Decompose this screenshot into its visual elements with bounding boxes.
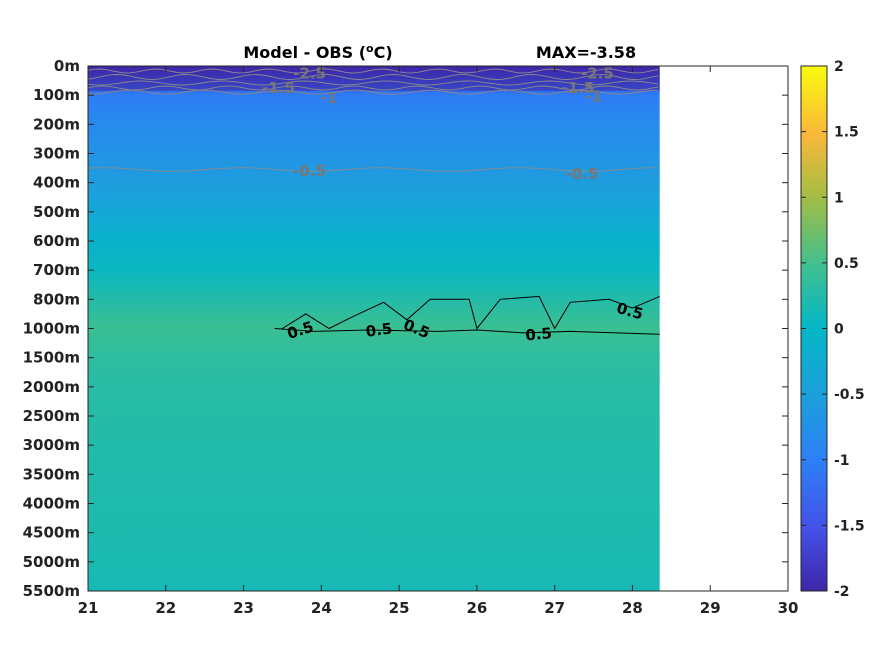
y-tick-label: 4500m xyxy=(23,524,80,542)
y-tick-label: 4000m xyxy=(23,495,80,513)
y-tick-label: 200m xyxy=(33,115,80,133)
contour-line-surface xyxy=(87,89,659,95)
contour-label: -0.5 xyxy=(565,165,598,183)
y-tick-label: 1500m xyxy=(23,349,80,367)
colorbar-tick-label: 1 xyxy=(834,190,844,206)
temperature-difference-field xyxy=(88,66,660,591)
contour-label: -1.5 xyxy=(262,79,295,97)
contour-label: -1 xyxy=(321,89,338,107)
y-tick-label: 2000m xyxy=(23,378,80,396)
y-tick-label: 5500m xyxy=(23,582,80,600)
x-tick-label: 27 xyxy=(544,599,565,617)
y-tick-label: 800m xyxy=(33,290,80,308)
x-tick-label: 21 xyxy=(78,599,99,617)
y-tick-label: 3000m xyxy=(23,436,80,454)
y-tick-label: 0m xyxy=(54,57,80,75)
x-tick-label: 28 xyxy=(622,599,643,617)
plot-area: -2.5-1.5-1-2.5-1.5-1-0.5 -0.50.5 0.5 0.5 0.5… xyxy=(87,64,789,592)
y-tick-label: 500m xyxy=(33,203,80,221)
contour-label: 0.5 xyxy=(525,324,553,344)
colorbar: 2 1.5 1 0.5 0 -0.5 -1 -1.5 -2 xyxy=(800,59,865,600)
y-tick-label: 700m xyxy=(33,261,80,279)
y-tick-label: 100m xyxy=(33,86,80,104)
colorbar-tick-label: 0 xyxy=(834,322,844,338)
contour-line-surface xyxy=(87,85,659,91)
contour-label: -1 xyxy=(585,88,602,106)
contour-line-surface xyxy=(87,74,659,80)
y-tick-label: 300m xyxy=(33,145,80,163)
max-label: MAX=-3.58 xyxy=(536,43,636,62)
colorbar-tick-label: -2 xyxy=(834,584,850,600)
contour-label: -1.5 xyxy=(562,79,595,97)
x-tick-label: 23 xyxy=(233,599,254,617)
chart-title: Model - OBS (oC) xyxy=(243,42,392,62)
y-tick-label: 600m xyxy=(33,232,80,250)
contour-label: -2.5 xyxy=(581,64,614,82)
x-tick-label: 25 xyxy=(389,599,410,617)
x-tick-label: 26 xyxy=(466,599,487,617)
y-axis: 0m 100m 200m 300m 400m 500m 600m 700m 800m 1000m 1… xyxy=(23,57,788,600)
colorbar-tick-label: 0.5 xyxy=(834,256,859,272)
colorbar-tick-label: -1.5 xyxy=(834,518,865,534)
title-text: Model - OBS ( xyxy=(243,43,366,62)
y-tick-label: 2500m xyxy=(23,407,80,425)
colorbar-tick-label: -0.5 xyxy=(834,387,865,403)
y-tick-label: 1000m xyxy=(23,320,80,338)
contour-line-surface xyxy=(87,68,659,74)
title-degree: o xyxy=(366,42,374,55)
contour-line-neg0.5 xyxy=(87,167,659,172)
contour-line-surface xyxy=(87,80,659,86)
contour-label: 0.5 xyxy=(365,319,394,341)
x-tick-label: 22 xyxy=(155,599,176,617)
colorbar-tick-label: 1.5 xyxy=(834,125,859,141)
colorbar-tick-label: 2 xyxy=(834,59,844,75)
contour-line-0.5-lower xyxy=(274,328,660,335)
x-tick-label: 29 xyxy=(700,599,721,617)
x-tick-label: 30 xyxy=(778,599,799,617)
y-tick-label: 400m xyxy=(33,174,80,192)
title-unit: C) xyxy=(374,43,393,62)
contour-label: -0.5 xyxy=(293,162,326,180)
y-tick-label: 3500m xyxy=(23,465,80,483)
contour-label: -2.5 xyxy=(293,64,326,82)
y-tick-label: 5000m xyxy=(23,553,80,571)
x-tick-label: 24 xyxy=(311,599,332,617)
x-axis: 21 22 23 24 25 26 27 28 29 30 xyxy=(78,66,799,617)
colorbar-tick-label: -1 xyxy=(834,453,850,469)
contour-line-0.5-upper xyxy=(280,295,660,330)
